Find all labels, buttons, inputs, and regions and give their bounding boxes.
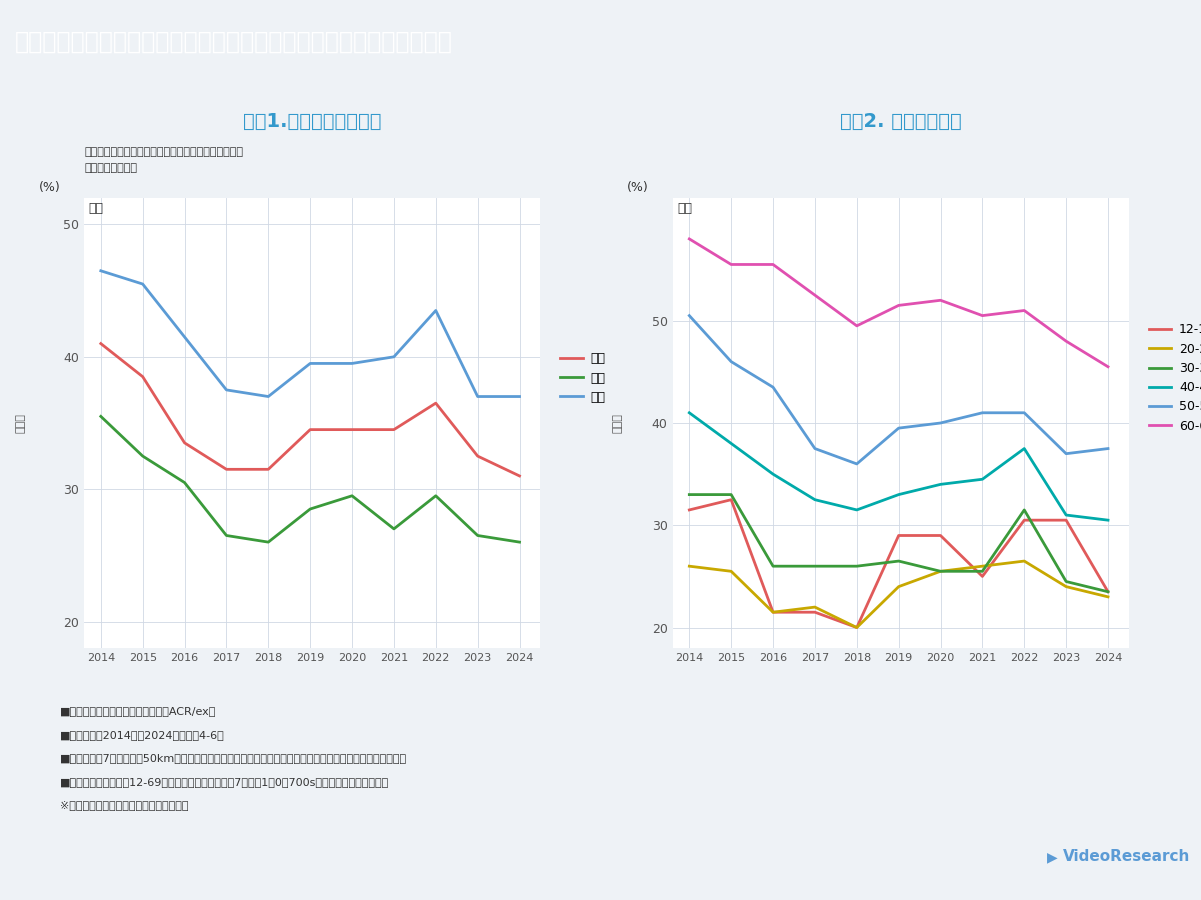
- Text: 横断回: 横断回: [16, 413, 25, 433]
- Text: ■調査サンプル：男女12-69歳の個人を対象に、各年7地区計1各0，700s（各年の調査期間平均）: ■調査サンプル：男女12-69歳の個人を対象に、各年7地区計1各0，700s（各…: [60, 777, 389, 787]
- Text: ▶: ▶: [1047, 850, 1058, 864]
- Text: ＜図2. 年代別推移＞: ＜図2. 年代別推移＞: [839, 112, 962, 131]
- Text: ※地区人口によるウエイバック集計を実施: ※地区人口によるウエイバック集計を実施: [60, 800, 189, 810]
- Text: ＜図1.全体・性別推移＞: ＜図1.全体・性別推移＞: [243, 112, 382, 131]
- Text: VideoResearch: VideoResearch: [1063, 849, 1190, 864]
- Text: ■調査地区：7地区（東京50km圈、関西地区、名古屋地区、北部九州地区、札幌地区、仙台地区、広島地区）: ■調査地区：7地区（東京50km圈、関西地区、名古屋地区、北部九州地区、札幌地区…: [60, 753, 407, 763]
- Text: 地区ウエイト集計: 地区ウエイト集計: [84, 163, 137, 173]
- Text: (%): (%): [38, 181, 60, 194]
- Text: 横断回: 横断回: [613, 413, 623, 433]
- Text: 性別: 性別: [89, 202, 103, 215]
- Text: 「環境保護を考えた商品をなるべく買うようにしている」意識データ: 「環境保護を考えた商品をなるべく買うようにしている」意識データ: [14, 30, 453, 54]
- Text: ■データソース：ビデオリサーチ「ACR/ex」: ■データソース：ビデオリサーチ「ACR/ex」: [60, 706, 216, 716]
- Text: 環境保護を考えた商品をなるべく買うようにしている: 環境保護を考えた商品をなるべく買うようにしている: [84, 148, 243, 157]
- Text: (%): (%): [627, 181, 649, 194]
- Text: 年代: 年代: [677, 202, 692, 215]
- Legend: 全体, 男性, 女性: 全体, 男性, 女性: [561, 352, 605, 404]
- Legend: 12-19歳, 20-29歳, 30-39歳, 40-49歳, 50-59歳, 60-69歳: 12-19歳, 20-29歳, 30-39歳, 40-49歳, 50-59歳, …: [1149, 323, 1201, 433]
- Text: ■調査時期：2014年～2024年の各年4-6月: ■調査時期：2014年～2024年の各年4-6月: [60, 730, 225, 740]
